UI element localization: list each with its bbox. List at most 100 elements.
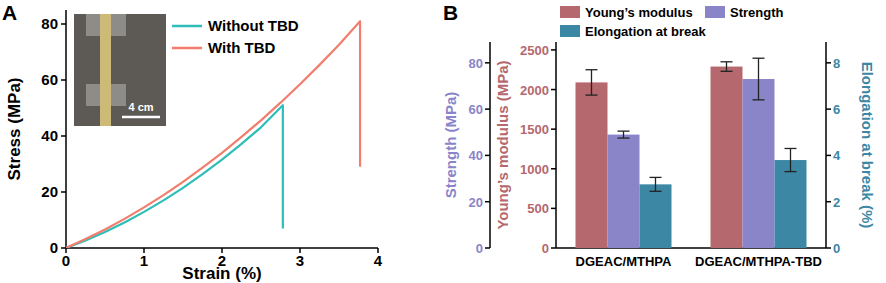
error-bar	[753, 58, 765, 100]
error-cap	[618, 137, 630, 138]
value-tick-label: 2000	[520, 83, 549, 98]
error-cap	[586, 94, 598, 95]
value-tick-label: 1500	[520, 122, 549, 137]
error-cap	[650, 191, 662, 192]
value-tick-label: 2	[833, 195, 840, 210]
y-tick-label: 0	[50, 239, 58, 256]
value-tick-label: 0	[476, 241, 483, 256]
value-tick-label: 80	[469, 56, 483, 71]
error-cap	[785, 148, 797, 149]
value-axis-title: Elongation at break (%)	[859, 62, 876, 229]
value-tick	[485, 155, 490, 157]
value-tick	[485, 108, 490, 110]
y-tick	[61, 191, 66, 193]
y-axis-line	[65, 10, 67, 248]
x-tick-label: 0	[62, 252, 70, 269]
y-axis-title: Stress (MPa)	[5, 78, 24, 181]
panel-a: A02040608001234Strain (%)Stress (MPa)4 c…	[2, 1, 383, 283]
series-line	[66, 21, 360, 248]
inset-specimen	[100, 14, 111, 126]
value-tick-label: 60	[469, 102, 483, 117]
error-bar	[721, 62, 733, 72]
figure: A02040608001234Strain (%)Stress (MPa)4 c…	[0, 0, 886, 283]
bar	[640, 184, 672, 248]
error-bar	[785, 148, 797, 171]
y-tick	[61, 79, 66, 81]
series-line	[66, 105, 283, 248]
value-axis-line	[555, 42, 557, 248]
value-tick-label: 2500	[520, 43, 549, 58]
bar	[576, 82, 608, 248]
plot-lines	[66, 21, 360, 248]
value-axis-title: Young’s modulus (MPa)	[494, 60, 511, 229]
value-tick	[485, 62, 490, 64]
value-tick	[826, 62, 831, 64]
legend: Young’s modulus Strength Elongation at bre…	[560, 5, 784, 39]
y-tick-label: 20	[41, 183, 58, 200]
error-cap	[785, 171, 797, 172]
value-tick	[826, 247, 831, 249]
error-stem	[790, 148, 791, 171]
x-axis-title: Strain (%)	[182, 264, 261, 283]
error-cap	[586, 69, 598, 70]
legend-label: With TBD	[208, 39, 276, 56]
inset-background	[74, 14, 166, 126]
panel-label: B	[443, 1, 458, 24]
value-axis-line	[825, 42, 827, 248]
value-tick-label: 40	[469, 148, 483, 163]
value-tick	[551, 49, 556, 51]
legend-swatch	[560, 6, 580, 18]
legend-label: Elongation at break	[585, 24, 706, 39]
value-tick	[551, 208, 556, 210]
legend: Without TBD With TBD	[172, 17, 299, 56]
value-tick	[826, 201, 831, 203]
error-stem	[655, 177, 656, 191]
value-axis-line	[489, 42, 491, 248]
panel-label: A	[2, 1, 17, 24]
y-tick	[61, 135, 66, 137]
value-tick-label: 20	[469, 195, 483, 210]
value-tick-label: 6	[833, 102, 840, 117]
error-stem	[591, 70, 592, 95]
error-cap	[753, 99, 765, 100]
y-tick-label: 60	[41, 71, 58, 88]
value-tick	[485, 201, 490, 203]
y-tick-label: 40	[41, 127, 58, 144]
value-tick	[551, 247, 556, 249]
error-cap	[753, 58, 765, 59]
error-cap	[721, 61, 733, 62]
value-axis-title: Strength (MPa)	[442, 92, 459, 199]
bar	[711, 67, 743, 248]
value-tick	[485, 247, 490, 249]
bar	[608, 135, 640, 248]
scale-bar	[122, 116, 160, 119]
value-tick	[826, 155, 831, 157]
error-cap	[650, 177, 662, 178]
category-label: DGEAC/MTHPA-TBD	[695, 254, 822, 269]
error-bar	[586, 70, 598, 95]
value-tick-label: 1000	[520, 162, 549, 177]
value-tick-label: 0	[833, 241, 840, 256]
error-stem	[726, 62, 727, 72]
value-tick	[551, 89, 556, 91]
value-tick	[826, 108, 831, 110]
value-tick-label: 0	[542, 241, 549, 256]
legend-label: Young’s modulus	[585, 5, 693, 20]
legend-swatch	[705, 6, 725, 18]
error-cap	[721, 71, 733, 72]
scale-bar-label: 4 cm	[128, 101, 153, 113]
panel-b: B05001000150020002500Young’s modulus (MP…	[442, 1, 876, 269]
plot-bars	[576, 58, 807, 248]
legend-label: Without TBD	[208, 17, 299, 34]
error-stem	[758, 58, 759, 100]
value-tick-label: 4	[833, 148, 841, 163]
value-tick	[551, 168, 556, 170]
inset-photo: 4 cm	[74, 14, 166, 126]
value-tick-label: 500	[527, 201, 549, 216]
legend-swatch	[172, 25, 202, 28]
x-tick-label: 1	[140, 252, 148, 269]
legend-swatch	[560, 25, 580, 37]
legend-label: Strength	[730, 5, 784, 20]
value-tick-label: 8	[833, 56, 840, 71]
error-cap	[618, 130, 630, 131]
